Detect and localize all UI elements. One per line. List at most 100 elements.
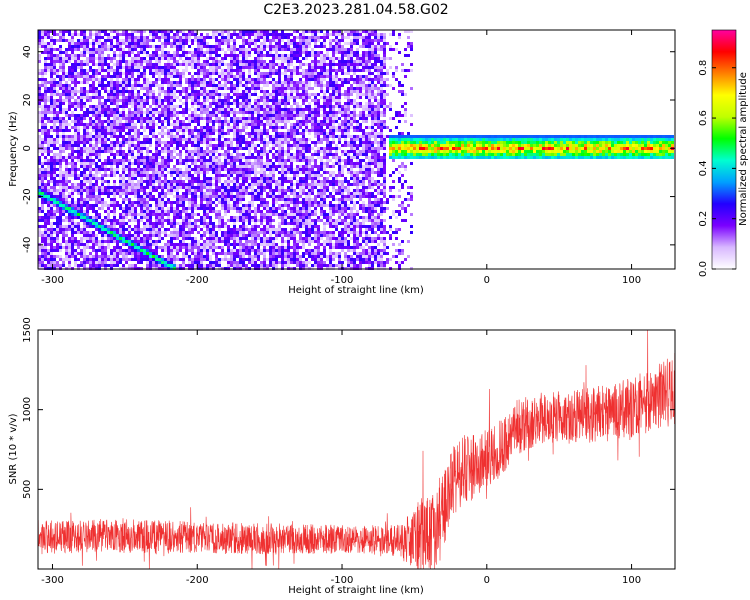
heatmap-cell [50,159,53,162]
heatmap-cell [425,153,428,156]
heatmap-cell [515,153,518,156]
heatmap-cell [188,51,191,54]
heatmap-cell [356,42,359,45]
heatmap-cell [524,153,527,156]
heatmap-cell [320,90,323,93]
heatmap-cell [338,135,341,138]
heatmap-cell [257,96,260,99]
heatmap-cell [47,69,50,72]
heatmap-cell [392,72,395,75]
heatmap-cell [254,63,257,66]
heatmap-cell [329,81,332,84]
heatmap-cell [305,69,308,72]
heatmap-cell [299,147,302,150]
heatmap-cell [263,60,266,63]
heatmap-cell [47,51,50,54]
heatmap-cell [212,96,215,99]
heatmap-cell [404,102,407,105]
heatmap-cell [77,39,80,42]
heatmap-cell [146,102,149,105]
heatmap-cell [275,42,278,45]
heatmap-cell [305,126,308,129]
heatmap-cell [233,63,236,66]
heatmap-cell [356,150,359,153]
heatmap-cell [248,42,251,45]
heatmap-cell [53,102,56,105]
heatmap-cell [314,54,317,57]
heatmap-cell [41,117,44,120]
heatmap-cell [305,129,308,132]
heatmap-cell [140,45,143,48]
heatmap-cell [128,129,131,132]
heatmap-cell [59,81,62,84]
heatmap-cell [344,126,347,129]
heatmap-cell [263,99,266,102]
heatmap-cell [485,153,488,156]
heatmap-cell [281,33,284,36]
heatmap-cell [146,162,149,165]
heatmap-cell [200,162,203,165]
heatmap-cell [323,162,326,165]
heatmap-cell [182,138,185,141]
heatmap-cell [215,144,218,147]
heatmap-cell [191,141,194,144]
heatmap-cell [101,87,104,90]
heatmap-cell [251,144,254,147]
heatmap-cell [359,144,362,147]
heatmap-cell [59,84,62,87]
heatmap-cell [95,153,98,156]
heatmap-cell [68,33,71,36]
heatmap-cell [239,93,242,96]
heatmap-cell [113,36,116,39]
heatmap-cell [431,156,434,159]
heatmap-cell [194,120,197,123]
heatmap-cell [191,111,194,114]
heatmap-cell [56,135,59,138]
heatmap-cell [50,108,53,111]
heatmap-cell [146,87,149,90]
heatmap-cell [380,87,383,90]
heatmap-cell [218,162,221,165]
heatmap-cell [488,150,491,153]
heatmap-cell [368,72,371,75]
heatmap-cell [473,153,476,156]
heatmap-cell [497,135,500,138]
heatmap-cell [107,90,110,93]
heatmap-cell [155,141,158,144]
heatmap-cell [362,150,365,153]
heatmap-cell [191,63,194,66]
heatmap-cell [59,69,62,72]
heatmap-cell [278,54,281,57]
heatmap-cell [620,135,623,138]
heatmap-cell [671,144,674,147]
heatmap-cell [149,144,152,147]
heatmap-cell [506,144,509,147]
heatmap-cell [377,93,380,96]
heatmap-cell [470,141,473,144]
heatmap-cell [266,33,269,36]
heatmap-cell [362,144,365,147]
heatmap-cell [332,51,335,54]
heatmap-cell [395,138,398,141]
heatmap-cell [230,36,233,39]
heatmap-cell [380,84,383,87]
heatmap-cell [170,93,173,96]
heatmap-cell [347,132,350,135]
heatmap-cell [197,99,200,102]
heatmap-cell [110,45,113,48]
heatmap-cell [167,162,170,165]
heatmap-cell [155,30,158,33]
heatmap-cell [563,135,566,138]
heatmap-cell [113,63,116,66]
heatmap-cell [113,90,116,93]
figure-title: C2E3.2023.281.04.58.G02 [263,2,448,18]
heatmap-cell [200,93,203,96]
heatmap-cell [335,45,338,48]
heatmap-cell [269,69,272,72]
heatmap-cell [302,147,305,150]
heatmap-cell [128,54,131,57]
heatmap-cell [293,36,296,39]
heatmap-cell [185,39,188,42]
heatmap-cell [80,72,83,75]
heatmap-cell [122,159,125,162]
